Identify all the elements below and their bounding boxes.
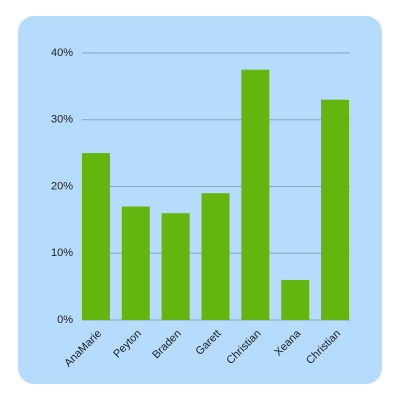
bar: [81, 153, 110, 320]
bar: [201, 193, 230, 320]
y-tick-label: 40%: [51, 47, 73, 59]
y-tick-label: 30%: [51, 114, 73, 126]
y-tick-label: 10%: [51, 247, 73, 259]
bar: [121, 206, 150, 320]
y-tick-label: 20%: [51, 180, 73, 192]
bar: [281, 279, 310, 320]
bar: [241, 69, 270, 320]
bar: [321, 99, 350, 320]
bar: [161, 213, 190, 320]
y-tick-label: 0%: [57, 314, 73, 326]
